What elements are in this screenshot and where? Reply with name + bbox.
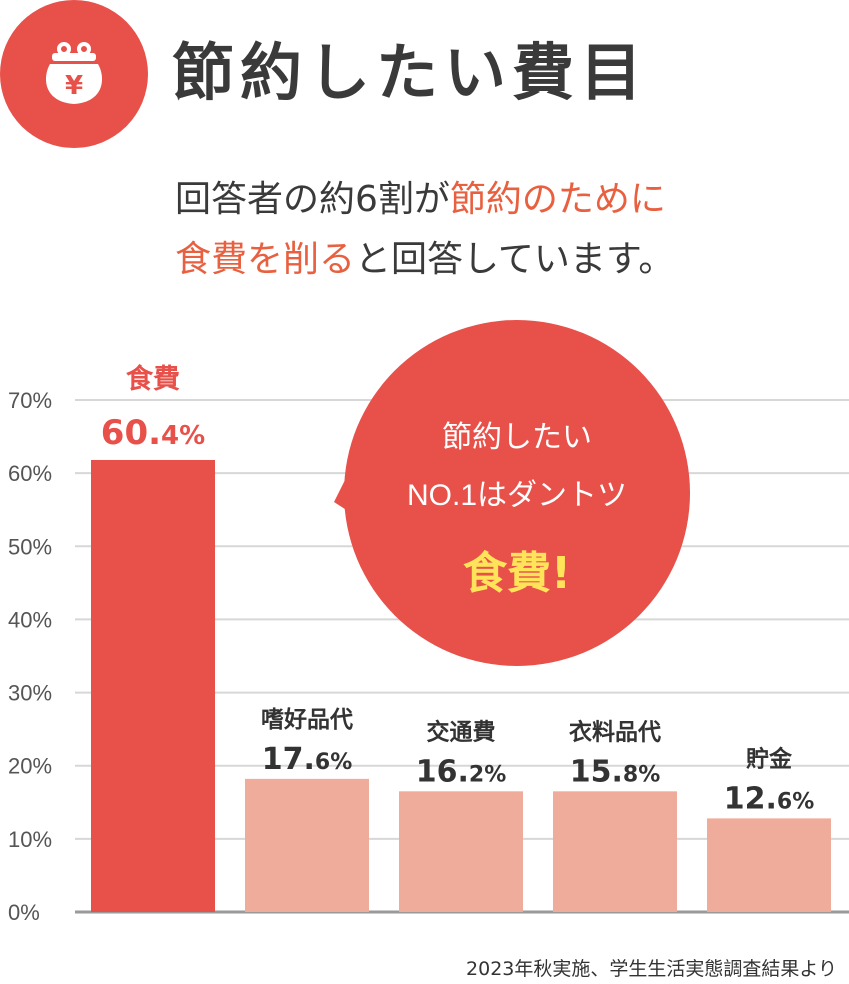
y-tick-label: 60% <box>8 461 52 486</box>
y-tick-label: 70% <box>8 388 52 413</box>
svg-text:¥: ¥ <box>65 71 83 101</box>
bars <box>91 459 831 912</box>
value-label: 12.6% <box>724 781 815 816</box>
bubble-tail <box>334 470 362 520</box>
bar <box>91 459 215 912</box>
bubble-line-3: 食費! <box>463 548 571 599</box>
header-badge: ¥ <box>0 0 148 148</box>
bubble-circle <box>344 320 690 666</box>
lead-line2-plain: と回答しています。 <box>355 239 675 280</box>
value-label: 16.2% <box>416 754 507 789</box>
y-tick-label: 0% <box>8 900 40 925</box>
page-title: 節約したい費目 <box>172 36 649 109</box>
lead-text: 回答者の約6割が節約のために 食費を削ると回答しています。 <box>175 170 674 290</box>
y-tick-label: 30% <box>8 681 52 706</box>
bar <box>245 778 369 912</box>
value-labels: 食費 60.4% 嗜好品代 17.6% 交通費 16.2% 衣料品代 15.8% 貯金 12.6% <box>101 363 814 816</box>
category-label: 衣料品代 <box>569 718 661 745</box>
bar <box>553 791 677 912</box>
source-note: 2023年秋実施、学生生活実態調査結果より <box>466 958 837 980</box>
bubble-line-1: 節約したい <box>442 421 592 454</box>
lead-line1-plain: 回答者の約6割が <box>175 179 450 220</box>
category-label: 貯金 <box>746 745 793 772</box>
lead-line2-highlight: 食費を削る <box>175 239 356 280</box>
bar <box>707 818 831 912</box>
y-tick-label: 40% <box>8 607 52 632</box>
lead-line1-highlight: 節約のために <box>449 179 666 220</box>
value-label: 15.8% <box>570 754 661 789</box>
value-label: 60.4% <box>101 413 205 453</box>
speech-bubble: 節約したい NO.1はダントツ 食費! <box>334 320 690 666</box>
value-label: 17.6% <box>262 742 353 777</box>
bar <box>399 791 523 912</box>
y-tick-label: 50% <box>8 534 52 559</box>
category-label: 食費 <box>126 363 180 395</box>
lead-line-2: 食費を削ると回答しています。 <box>175 230 674 290</box>
lead-line-1: 回答者の約6割が節約のために <box>175 170 674 230</box>
category-label: 嗜好品代 <box>261 707 353 733</box>
category-label: 交通費 <box>427 718 496 745</box>
y-tick-label: 20% <box>8 754 52 779</box>
yen-purse-icon: ¥ <box>45 42 103 104</box>
bubble-line-2: NO.1はダントツ <box>407 479 627 512</box>
y-tick-label: 10% <box>8 827 52 852</box>
